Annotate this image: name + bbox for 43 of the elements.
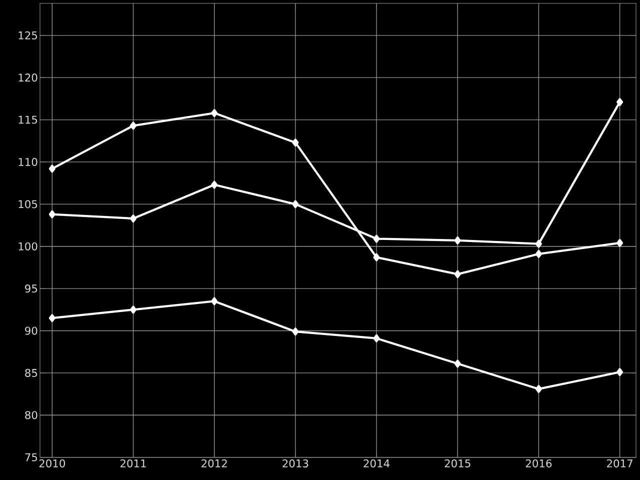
point: [535, 250, 542, 258]
y-tick-label: 90: [25, 326, 38, 335]
point: [616, 368, 624, 376]
point: [616, 238, 624, 247]
x-tick-label: 2011: [120, 459, 146, 468]
point: [130, 214, 137, 223]
point: [292, 138, 299, 147]
point: [48, 210, 56, 218]
y-tick-label: 80: [25, 411, 38, 420]
x-tick-label: 2012: [202, 459, 227, 468]
point: [130, 306, 137, 314]
y-tick-label: 75: [25, 453, 38, 462]
point: [211, 297, 218, 306]
point: [373, 334, 380, 342]
y-tick-label: 85: [25, 368, 38, 377]
y-tick-label: 95: [25, 284, 38, 293]
y-tick-label: 120: [18, 74, 38, 82]
point: [48, 314, 56, 322]
point: [454, 360, 461, 368]
point: [373, 253, 380, 262]
x-tick-label: 2010: [39, 459, 66, 468]
point: [616, 98, 624, 106]
point: [454, 236, 461, 244]
point: [130, 122, 137, 130]
y-tick-label: 115: [18, 116, 38, 124]
x-tick-label: 2014: [364, 459, 390, 468]
point: [292, 328, 299, 336]
point: [535, 240, 542, 248]
point: [211, 109, 218, 118]
point: [535, 384, 542, 393]
x-tick-label: 2015: [444, 459, 470, 468]
point: [373, 234, 380, 243]
x-tick-label: 2016: [526, 459, 552, 468]
point: [292, 200, 299, 208]
point: [48, 164, 56, 173]
point: [211, 180, 218, 189]
y-tick-label: 110: [18, 158, 38, 166]
y-tick-label: 105: [18, 200, 38, 208]
y-tick-label: 100: [18, 242, 38, 250]
x-tick-label: 2013: [282, 459, 308, 468]
point: [454, 270, 461, 278]
x-tick-label: 2017: [606, 459, 632, 468]
y-tick-label: 125: [18, 31, 38, 40]
